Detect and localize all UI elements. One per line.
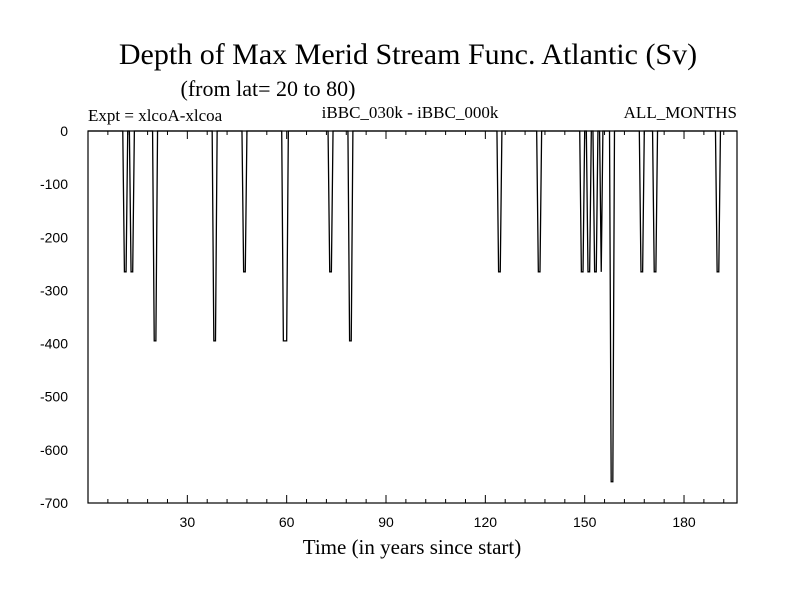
comparison-label: iBBC_030k - iBBC_000k [322,103,499,122]
y-tick-label: -400 [40,336,68,352]
x-axis-label: Time (in years since start) [303,535,522,559]
x-tick-label: 90 [378,514,394,530]
series-line-0 [88,130,737,483]
y-tick-label: -600 [40,442,68,458]
chart-subtitle: (from lat= 20 to 80) [181,76,356,101]
y-tick-label: -200 [40,229,68,245]
x-tick-label: 150 [573,514,597,530]
months-label: ALL_MONTHS [624,103,737,122]
x-tick-label: 120 [474,514,498,530]
y-tick-label: -300 [40,282,68,298]
x-tick-label: 180 [672,514,696,530]
chart-title: Depth of Max Merid Stream Func. Atlantic… [119,38,697,71]
y-tick-label: -100 [40,176,68,192]
y-tick-label: -700 [40,495,68,511]
experiment-label: Expt = xlcoA-xlcoa [88,106,223,125]
x-tick-label: 30 [180,514,196,530]
x-tick-label: 60 [279,514,295,530]
y-tick-label: -500 [40,389,68,405]
plot-area: 30 60 90 120 150 180 0 -100 -200 -300 -400 -500 -600… [40,123,738,530]
plot-frame [87,130,738,504]
y-tick-label: 0 [60,123,68,139]
